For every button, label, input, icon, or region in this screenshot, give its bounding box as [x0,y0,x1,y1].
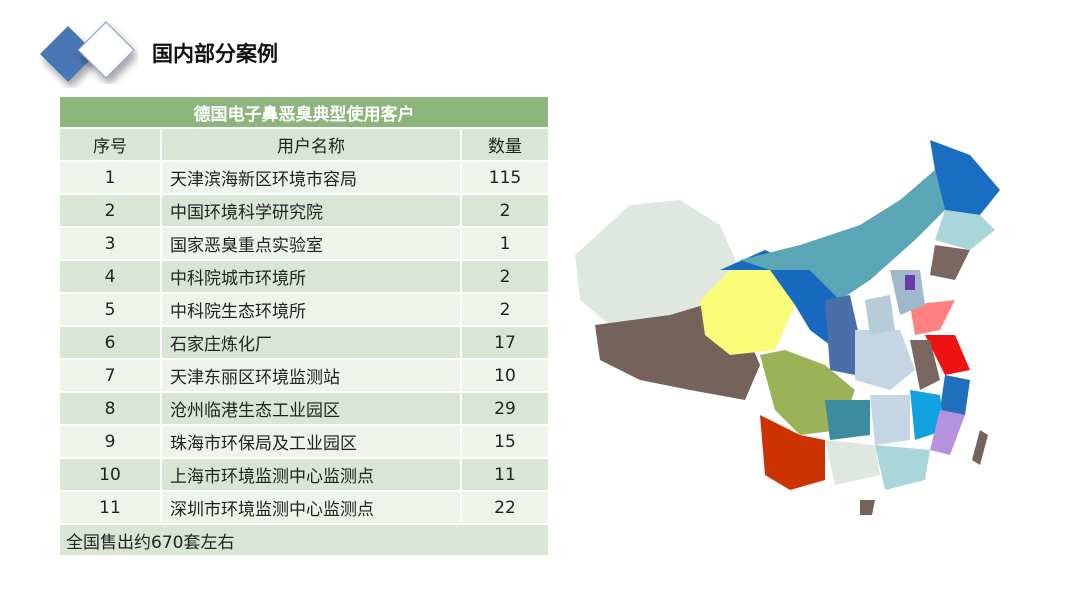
region-qinghai [700,270,795,355]
table-row: 7 天津东丽区环境监测站 10 [58,358,550,393]
region-heilongjiang [930,140,1000,215]
region-taiwan [972,430,988,465]
table-row: 6 石家庄炼化厂 17 [58,325,550,360]
cell-index: 5 [58,292,162,327]
cell-name: 中国环境科学研究院 [160,193,462,228]
region-beijing [905,275,915,290]
cell-index: 6 [58,325,162,360]
cell-count: 11 [460,457,550,492]
cell-index: 9 [58,424,162,459]
table-row: 3 国家恶臭重点实验室 1 [58,226,550,261]
title-decoration-icon [40,21,135,82]
cell-name: 中科院城市环境所 [160,259,462,294]
header-index: 序号 [58,127,162,162]
cell-name: 上海市环境监测中心监测点 [160,457,462,492]
region-zhejiang [940,375,970,415]
cell-count: 2 [460,193,550,228]
region-fujian [930,410,965,455]
cell-count: 115 [460,160,550,195]
cell-index: 2 [58,193,162,228]
region-xinjiang [575,200,740,325]
cell-count: 2 [460,292,550,327]
cell-index: 11 [58,490,162,525]
region-hainan [860,500,875,515]
table-row: 2 中国环境科学研究院 2 [58,193,550,228]
region-gansu [720,250,840,345]
cell-index: 8 [58,391,162,426]
region-jilin [935,210,995,250]
cell-count: 2 [460,259,550,294]
region-guangdong [875,445,930,490]
cell-index: 3 [58,226,162,261]
region-guangxi [825,440,880,485]
cell-index: 4 [58,259,162,294]
region-inner-mongolia [740,170,945,300]
region-yunnan [760,415,825,490]
header-name: 用户名称 [160,127,462,162]
region-henan-hubei [855,330,915,390]
cell-name: 天津东丽区环境监测站 [160,358,462,393]
cell-name: 深圳市环境监测中心监测点 [160,490,462,525]
region-shanxi [865,295,895,335]
table-row: 11 深圳市环境监测中心监测点 22 [58,490,550,525]
cell-name: 珠海市环保局及工业园区 [160,424,462,459]
cell-index: 1 [58,160,162,195]
cell-name: 国家恶臭重点实验室 [160,226,462,261]
region-shaanxi [825,295,860,375]
table-footer: 全国售出约670套左右 [58,523,550,557]
table-row: 10 上海市环境监测中心监测点 11 [58,457,550,492]
table-row: 9 珠海市环保局及工业园区 15 [58,424,550,459]
region-hunan [870,395,910,445]
cell-count: 15 [460,424,550,459]
cell-count: 1 [460,226,550,261]
table-caption: 德国电子鼻恶臭典型使用客户 [58,95,550,129]
cell-count: 10 [460,358,550,393]
page-title: 国内部分案例 [152,42,278,66]
region-liaoning [930,245,970,280]
cell-count: 22 [460,490,550,525]
cell-count: 17 [460,325,550,360]
table-row: 1 天津滨海新区环境市容局 115 [58,160,550,195]
cell-name: 沧州临港生态工业园区 [160,391,462,426]
region-hebei [890,270,925,315]
cell-index: 10 [58,457,162,492]
china-map [575,140,1000,515]
cell-name: 天津滨海新区环境市容局 [160,160,462,195]
table-row: 8 沧州临港生态工业园区 29 [58,391,550,426]
region-anhui [910,340,940,390]
cell-name: 石家庄炼化厂 [160,325,462,360]
region-shandong [910,300,955,335]
customer-table: 德国电子鼻恶臭典型使用客户 序号 用户名称 数量 1 天津滨海新区环境市容局 115… [58,95,550,557]
region-jiangsu [925,335,970,375]
table-row: 4 中科院城市环境所 2 [58,259,550,294]
cell-index: 7 [58,358,162,393]
table-row: 5 中科院生态环境所 2 [58,292,550,327]
cell-count: 29 [460,391,550,426]
cell-name: 中科院生态环境所 [160,292,462,327]
header-count: 数量 [460,127,550,162]
region-guizhou [825,400,870,440]
